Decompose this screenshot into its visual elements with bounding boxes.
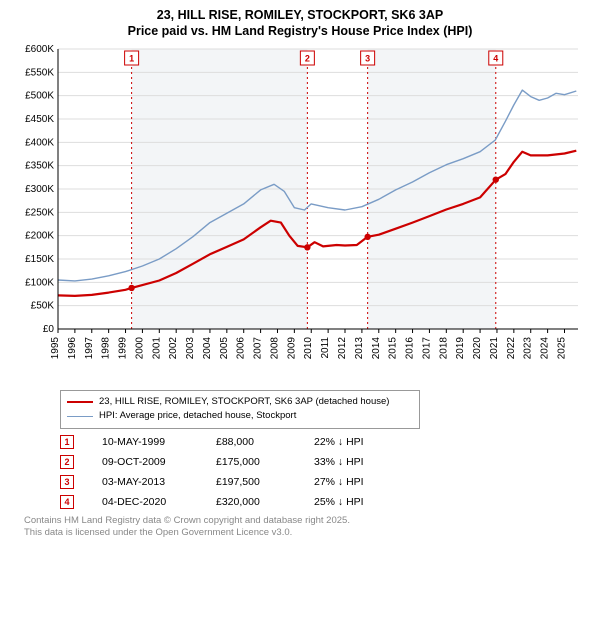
chart-area: £0 £50K £100K £150K £200K £250K £300K £350K £400…: [12, 44, 588, 384]
svg-text:2018: 2018: [438, 337, 449, 360]
svg-text:£0: £0: [43, 324, 55, 335]
title-subtitle: Price paid vs. HM Land Registry's House …: [12, 24, 588, 38]
svg-text:2006: 2006: [236, 337, 247, 360]
sale-pct-vs-hpi: 22% ↓ HPI: [314, 436, 404, 448]
svg-text:£100K: £100K: [25, 277, 54, 288]
svg-text:2008: 2008: [269, 337, 280, 360]
sale-pct-vs-hpi: 33% ↓ HPI: [314, 456, 404, 468]
svg-text:2000: 2000: [134, 337, 145, 360]
sales-row: 4 04-DEC-2020 £320,000 25% ↓ HPI: [60, 495, 588, 509]
svg-text:2013: 2013: [354, 337, 365, 360]
sales-row: 2 09-OCT-2009 £175,000 33% ↓ HPI: [60, 455, 588, 469]
svg-text:2001: 2001: [151, 337, 162, 360]
svg-text:2003: 2003: [185, 337, 196, 360]
sale-date: 03-MAY-2013: [102, 476, 188, 488]
svg-text:1995: 1995: [50, 337, 61, 360]
svg-text:1996: 1996: [67, 337, 78, 360]
sale-price: £320,000: [216, 496, 286, 508]
svg-text:2025: 2025: [556, 337, 567, 360]
sales-row: 1 10-MAY-1999 £88,000 22% ↓ HPI: [60, 435, 588, 449]
svg-text:£250K: £250K: [25, 207, 54, 218]
svg-text:2002: 2002: [168, 337, 179, 360]
footnote-line1: Contains HM Land Registry data © Crown c…: [24, 515, 588, 527]
legend-swatch: [67, 401, 93, 403]
footnote-line2: This data is licensed under the Open Gov…: [24, 527, 588, 539]
svg-text:£50K: £50K: [31, 301, 55, 312]
svg-text:2005: 2005: [219, 337, 230, 360]
legend-swatch: [67, 416, 93, 417]
svg-text:2023: 2023: [523, 337, 534, 360]
svg-text:2022: 2022: [506, 337, 517, 360]
sale-price: £88,000: [216, 436, 286, 448]
svg-text:£300K: £300K: [25, 184, 54, 195]
svg-text:£550K: £550K: [25, 67, 54, 78]
sale-marker-icon: 3: [60, 475, 74, 489]
sale-date: 10-MAY-1999: [102, 436, 188, 448]
svg-text:2009: 2009: [286, 337, 297, 360]
legend-label: 23, HILL RISE, ROMILEY, STOCKPORT, SK6 3…: [99, 395, 389, 409]
sale-marker-icon: 2: [60, 455, 74, 469]
svg-text:2011: 2011: [320, 337, 331, 359]
svg-text:1999: 1999: [118, 337, 129, 360]
legend-box: 23, HILL RISE, ROMILEY, STOCKPORT, SK6 3…: [60, 390, 420, 429]
svg-text:£450K: £450K: [25, 114, 54, 125]
svg-text:2019: 2019: [455, 337, 466, 360]
sale-pct-vs-hpi: 27% ↓ HPI: [314, 476, 404, 488]
svg-text:2010: 2010: [303, 337, 314, 360]
svg-text:£200K: £200K: [25, 231, 54, 242]
legend-row: HPI: Average price, detached house, Stoc…: [67, 409, 413, 423]
sale-date: 09-OCT-2009: [102, 456, 188, 468]
chart-titles: 23, HILL RISE, ROMILEY, STOCKPORT, SK6 3…: [12, 8, 588, 38]
svg-text:2: 2: [305, 54, 310, 64]
sale-date: 04-DEC-2020: [102, 496, 188, 508]
svg-text:2015: 2015: [388, 337, 399, 360]
footnote: Contains HM Land Registry data © Crown c…: [24, 515, 588, 540]
legend-row: 23, HILL RISE, ROMILEY, STOCKPORT, SK6 3…: [67, 395, 413, 409]
svg-text:£400K: £400K: [25, 137, 54, 148]
legend-label: HPI: Average price, detached house, Stoc…: [99, 409, 296, 423]
svg-text:2014: 2014: [371, 337, 382, 360]
svg-text:2017: 2017: [421, 337, 432, 360]
svg-text:£350K: £350K: [25, 161, 54, 172]
sale-price: £175,000: [216, 456, 286, 468]
svg-text:2016: 2016: [405, 337, 416, 360]
svg-text:1: 1: [129, 54, 134, 64]
svg-text:4: 4: [493, 54, 498, 64]
price-chart-svg: £0 £50K £100K £150K £200K £250K £300K £350K £400…: [12, 44, 588, 384]
svg-text:1997: 1997: [84, 337, 95, 360]
sales-row: 3 03-MAY-2013 £197,500 27% ↓ HPI: [60, 475, 588, 489]
svg-text:£150K: £150K: [25, 254, 54, 265]
svg-text:2012: 2012: [337, 337, 348, 360]
sale-marker-icon: 4: [60, 495, 74, 509]
svg-text:2004: 2004: [202, 337, 213, 360]
svg-text:£500K: £500K: [25, 91, 54, 102]
svg-text:£600K: £600K: [25, 44, 54, 55]
title-address: 23, HILL RISE, ROMILEY, STOCKPORT, SK6 3…: [12, 8, 588, 22]
svg-text:2021: 2021: [489, 337, 500, 360]
svg-text:2024: 2024: [540, 337, 551, 360]
sales-table: 1 10-MAY-1999 £88,000 22% ↓ HPI 2 09-OCT-2009…: [60, 435, 588, 509]
sale-pct-vs-hpi: 25% ↓ HPI: [314, 496, 404, 508]
sale-price: £197,500: [216, 476, 286, 488]
svg-text:2007: 2007: [253, 337, 264, 360]
svg-text:2020: 2020: [472, 337, 483, 360]
svg-text:3: 3: [365, 54, 370, 64]
svg-text:1998: 1998: [101, 337, 112, 360]
sale-marker-icon: 1: [60, 435, 74, 449]
